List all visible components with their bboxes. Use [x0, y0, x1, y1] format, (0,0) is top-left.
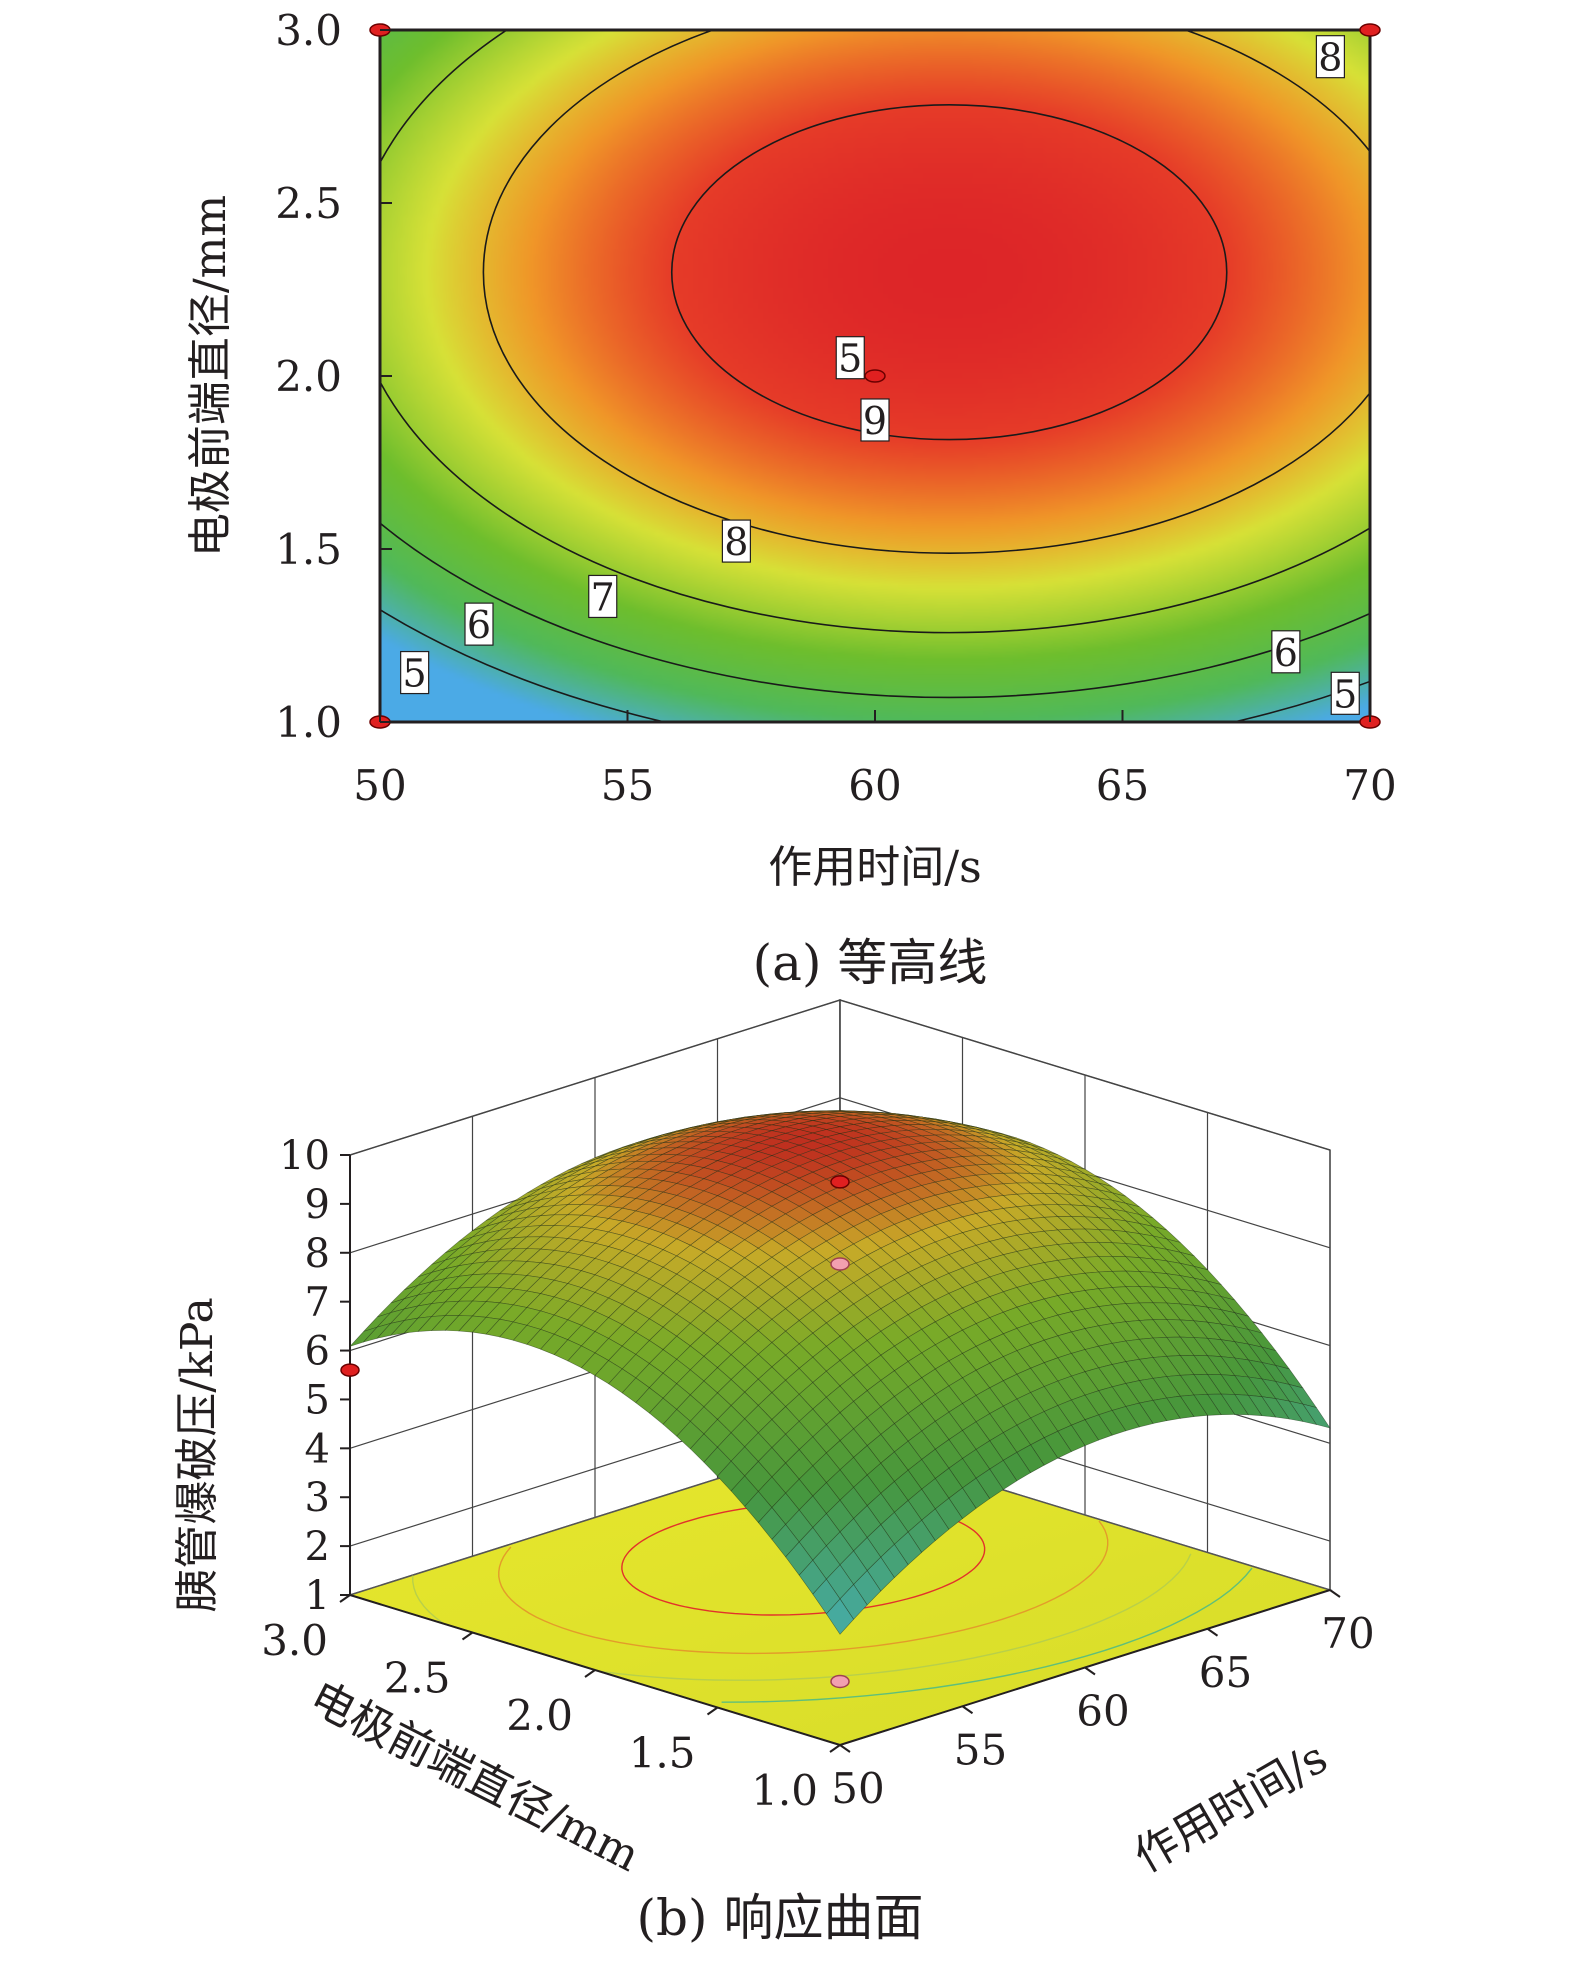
- y-tick-3d: [584, 1669, 596, 1678]
- z-tick-label: 10: [279, 1133, 330, 1179]
- y-tick-label-3d: 2.5: [384, 1654, 451, 1703]
- contour-label: 6: [1271, 630, 1301, 675]
- design-point: [864, 369, 886, 383]
- x-tick-label-3d: 60: [1076, 1687, 1129, 1736]
- contour-label: 5: [835, 336, 865, 381]
- y-tick-label: 1.0: [275, 698, 342, 747]
- y-tick-label-3d: 1.0: [751, 1766, 818, 1815]
- x-axis-label: 作用时间/s: [768, 842, 981, 893]
- caption-a: (a) 等高线: [753, 934, 988, 992]
- x-tick-label: 50: [353, 761, 406, 810]
- z-tick-label: 7: [305, 1280, 330, 1326]
- contour-label: 9: [860, 398, 890, 443]
- y-axis-label-3d: 电极前端直径/mm: [302, 1672, 648, 1882]
- y-tick-3d: [339, 1594, 351, 1603]
- svg-text:8: 8: [1318, 36, 1342, 80]
- contour-label: 6: [464, 602, 494, 647]
- floor-contour: [498, 1520, 1109, 1655]
- z-tick-label: 6: [305, 1329, 330, 1375]
- y-tick-label: 3.0: [275, 6, 342, 55]
- x-axis-label-3d: 作用时间/s: [1126, 1732, 1336, 1883]
- x-tick-label: 60: [848, 761, 901, 810]
- z-tick-label: 5: [305, 1377, 330, 1423]
- x-tick-3d: [839, 1744, 851, 1753]
- design-point-3d: [340, 1363, 360, 1377]
- z-tick-label: 4: [305, 1426, 330, 1472]
- floor-contour: [600, 1553, 1192, 1681]
- svg-text:6: 6: [1274, 631, 1298, 675]
- z-tick-label: 2: [305, 1524, 330, 1570]
- contour-line-7: [380, 30, 1370, 634]
- x-tick-3d: [961, 1705, 974, 1715]
- svg-text:5: 5: [403, 652, 427, 696]
- caption-b: (b) 响应曲面: [637, 1889, 924, 1947]
- x-tick-label: 65: [1096, 761, 1149, 810]
- contour-lines: [380, 30, 1370, 722]
- contour-label: 7: [588, 574, 618, 619]
- x-tick-label: 70: [1343, 761, 1396, 810]
- contour-line-6: [380, 521, 1370, 699]
- y-tick-3d: [706, 1706, 719, 1716]
- y-axis-ticks-3d: 1.0 1.5 2.0 2.5 3.0: [261, 1594, 841, 1815]
- x-axis-ticks-3d: 50 55 60 65 70: [831, 1589, 1375, 1813]
- y-axis-ticks: 1.0 1.5 2.0 2.5 3.0: [275, 6, 392, 747]
- z-tick-label: 8: [305, 1231, 330, 1277]
- floor-contour: [412, 1575, 444, 1624]
- svg-text:6: 6: [467, 603, 491, 647]
- z-tick-label: 9: [305, 1182, 330, 1228]
- wall-grid-line: [349, 999, 1331, 1156]
- z-tick-label: 3: [305, 1475, 330, 1521]
- x-tick-label-3d: 50: [831, 1764, 884, 1813]
- design-point-3d: [830, 1175, 850, 1189]
- x-tick-3d: [1329, 1589, 1341, 1598]
- floor-contour: [721, 1567, 1253, 1703]
- svg-text:8: 8: [724, 520, 748, 564]
- svg-text:7: 7: [591, 575, 615, 619]
- x-tick-label: 55: [601, 761, 654, 810]
- y-tick-label: 2.0: [275, 352, 342, 401]
- y-axis-label: 电极前端直径/mm: [185, 195, 236, 557]
- x-tick-3d: [1206, 1627, 1219, 1637]
- contour-line-9: [670, 104, 1228, 441]
- y-tick-label-3d: 2.0: [506, 1691, 573, 1740]
- x-tick-label-3d: 55: [954, 1725, 1007, 1774]
- x-tick-label-3d: 65: [1199, 1648, 1252, 1697]
- contour-label: 8: [721, 519, 752, 564]
- y-tick-label-3d: 1.5: [629, 1729, 696, 1778]
- wall-grid-line: [349, 1097, 1331, 1254]
- svg-text:5: 5: [1333, 672, 1357, 716]
- contour-label: 5: [400, 650, 430, 696]
- x-tick-label-3d: 70: [1321, 1609, 1374, 1658]
- x-axis-ticks: 50 55 60 65 70: [353, 710, 1397, 810]
- svg-text:9: 9: [863, 399, 887, 443]
- svg-text:5: 5: [838, 337, 862, 381]
- y-tick-label-3d: 3.0: [261, 1616, 328, 1665]
- z-axis-label: 胰管爆破压/kPa: [172, 1297, 223, 1612]
- x-tick-3d: [1084, 1666, 1096, 1676]
- y-tick-label: 2.5: [275, 179, 342, 228]
- contour-label: 5: [1330, 671, 1360, 716]
- z-tick-label: 1: [305, 1573, 330, 1619]
- surface-patch: [826, 1598, 854, 1635]
- y-tick-label: 1.5: [275, 525, 342, 574]
- y-tick-3d: [829, 1744, 841, 1753]
- contour-label: 8: [1315, 35, 1346, 80]
- design-points-3d: [340, 1175, 850, 1689]
- design-point-3d: [830, 1674, 850, 1689]
- design-point-3d: [830, 1257, 850, 1271]
- response-surface: [349, 1110, 1331, 1746]
- design-point: [1359, 23, 1381, 37]
- y-tick-3d: [461, 1631, 474, 1641]
- contour-line-8: [482, 30, 1370, 554]
